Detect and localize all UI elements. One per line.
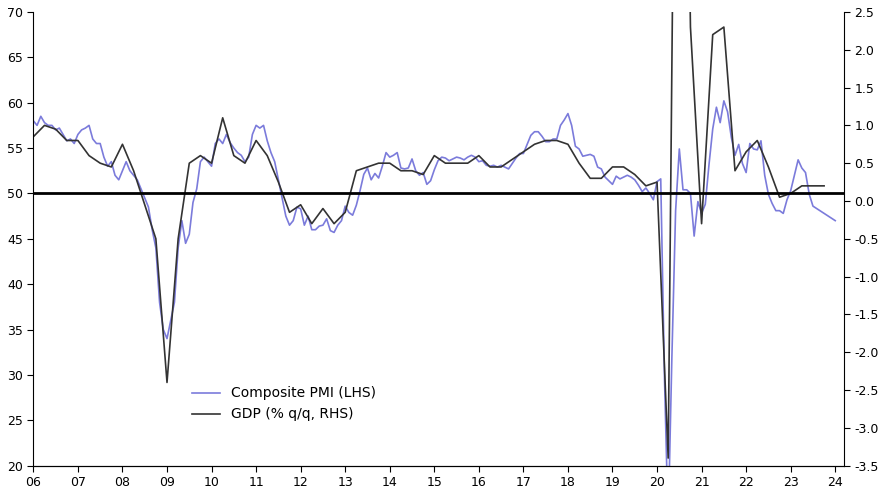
Composite PMI (LHS) [719, 98, 729, 104]
GDP (% q/q, RHS) [663, 455, 673, 461]
GDP (% q/q, RHS) [295, 202, 306, 208]
Legend: Composite PMI (LHS), GDP (% q/q, RHS): Composite PMI (LHS), GDP (% q/q, RHS) [186, 381, 381, 427]
Composite PMI (LHS) [28, 118, 39, 124]
Composite PMI (LHS) [88, 136, 98, 142]
GDP (% q/q, RHS) [819, 183, 829, 189]
Line: Composite PMI (LHS): Composite PMI (LHS) [34, 101, 835, 496]
Composite PMI (LHS) [607, 182, 618, 187]
Composite PMI (LHS) [69, 140, 80, 146]
GDP (% q/q, RHS) [563, 141, 573, 147]
GDP (% q/q, RHS) [529, 141, 540, 147]
GDP (% q/q, RHS) [28, 134, 39, 140]
Composite PMI (LHS) [585, 151, 595, 157]
Composite PMI (LHS) [830, 218, 841, 224]
GDP (% q/q, RHS) [473, 153, 484, 159]
GDP (% q/q, RHS) [139, 202, 150, 208]
Composite PMI (LHS) [407, 156, 417, 162]
GDP (% q/q, RHS) [774, 194, 785, 200]
Composite PMI (LHS) [703, 161, 714, 167]
Line: GDP (% q/q, RHS): GDP (% q/q, RHS) [34, 0, 824, 458]
